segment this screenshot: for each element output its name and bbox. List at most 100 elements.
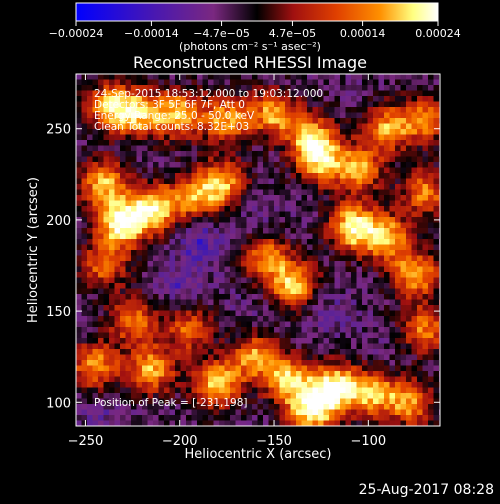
heatmap-cell — [411, 316, 418, 322]
heatmap-cell — [191, 178, 198, 185]
heatmap-cell — [290, 140, 297, 146]
heatmap-cell — [180, 310, 187, 317]
heatmap-cell — [263, 277, 269, 284]
heatmap-cell — [422, 272, 429, 278]
heatmap-cell — [384, 255, 390, 262]
heatmap-cell — [241, 294, 247, 300]
heatmap-cell — [400, 85, 407, 91]
heatmap-cell — [334, 283, 341, 289]
heatmap-cell — [87, 327, 93, 333]
heatmap-cell — [235, 112, 242, 119]
heatmap-cell — [158, 189, 165, 196]
heatmap-cell — [92, 206, 99, 212]
heatmap-cell — [373, 266, 379, 273]
heatmap-cell — [301, 404, 308, 410]
heatmap-cell — [411, 239, 418, 245]
heatmap-cell — [197, 332, 203, 339]
heatmap-cell — [125, 327, 132, 333]
heatmap-cell — [131, 332, 137, 339]
heatmap-cell — [169, 288, 176, 295]
heatmap-cell — [312, 415, 319, 421]
heatmap-cell — [340, 321, 346, 328]
heatmap-cell — [219, 404, 225, 410]
heatmap-cell — [307, 393, 313, 399]
heatmap-cell — [197, 134, 203, 141]
heatmap-cell — [285, 338, 291, 344]
heatmap-cell — [312, 123, 319, 130]
heatmap-cell — [103, 200, 110, 207]
heatmap-cell — [136, 404, 143, 410]
heatmap-cell — [406, 200, 412, 207]
heatmap-cell — [224, 74, 231, 80]
heatmap-cell — [131, 310, 137, 317]
heatmap-cell — [202, 167, 209, 174]
heatmap-cell — [274, 409, 280, 416]
heatmap-cell — [235, 316, 242, 322]
heatmap-cell — [109, 206, 115, 212]
heatmap-cell — [202, 371, 209, 377]
heatmap-cell — [400, 371, 407, 377]
heatmap-cell — [125, 167, 132, 174]
heatmap-cell — [296, 393, 302, 399]
heatmap-cell — [400, 162, 407, 168]
heatmap-cell — [384, 398, 390, 405]
heatmap-cell — [318, 112, 324, 119]
heatmap-cell — [241, 211, 247, 218]
heatmap-cell — [406, 299, 412, 306]
heatmap-cell — [373, 338, 379, 344]
heatmap-cell — [296, 343, 302, 350]
heatmap-cell — [296, 123, 302, 130]
heatmap-cell — [428, 376, 434, 383]
heatmap-cell — [279, 74, 286, 80]
heatmap-cell — [340, 129, 346, 135]
heatmap-cell — [136, 294, 143, 300]
heatmap-cell — [241, 338, 247, 344]
heatmap-cell — [169, 420, 176, 426]
heatmap-cell — [191, 288, 198, 295]
colorbar-tick-label: −4.7e−05 — [193, 27, 250, 40]
heatmap-cell — [263, 118, 269, 124]
heatmap-cell — [428, 327, 434, 333]
heatmap-cell — [334, 266, 341, 273]
heatmap-cell — [191, 266, 198, 273]
heatmap-cell — [406, 96, 412, 102]
heatmap-cell — [164, 409, 170, 416]
heatmap-cell — [340, 107, 346, 113]
heatmap-cell — [395, 184, 401, 190]
heatmap-cell — [219, 283, 225, 289]
heatmap-cell — [417, 415, 423, 421]
heatmap-cell — [257, 272, 264, 278]
heatmap-cell — [197, 74, 203, 80]
heatmap-cell — [158, 244, 165, 251]
heatmap-cell — [169, 184, 176, 190]
heatmap-cell — [395, 409, 401, 416]
heatmap-cell — [136, 222, 143, 229]
heatmap-cell — [136, 266, 143, 273]
heatmap-cell — [241, 255, 247, 262]
heatmap-cell — [428, 145, 434, 152]
heatmap-cell — [147, 156, 154, 163]
heatmap-cell — [400, 338, 407, 344]
heatmap-cell — [290, 294, 297, 300]
heatmap-cell — [125, 376, 132, 383]
heatmap-cell — [147, 299, 154, 306]
heatmap-cell — [301, 140, 308, 146]
heatmap-cell — [142, 90, 148, 97]
heatmap-cell — [246, 415, 253, 421]
heatmap-cell — [378, 200, 385, 207]
heatmap-cell — [290, 415, 297, 421]
heatmap-cell — [213, 189, 220, 196]
heatmap-cell — [411, 222, 418, 229]
heatmap-cell — [180, 195, 187, 201]
heatmap-cell — [208, 376, 214, 383]
heatmap-cell — [208, 272, 214, 278]
heatmap-cell — [356, 90, 363, 97]
heatmap-cell — [180, 112, 187, 119]
heatmap-cell — [131, 299, 137, 306]
heatmap-cell — [307, 200, 313, 207]
heatmap-cell — [345, 195, 352, 201]
heatmap-cell — [389, 371, 396, 377]
heatmap-cell — [131, 134, 137, 141]
heatmap-cell — [345, 206, 352, 212]
heatmap-cell — [235, 90, 242, 97]
